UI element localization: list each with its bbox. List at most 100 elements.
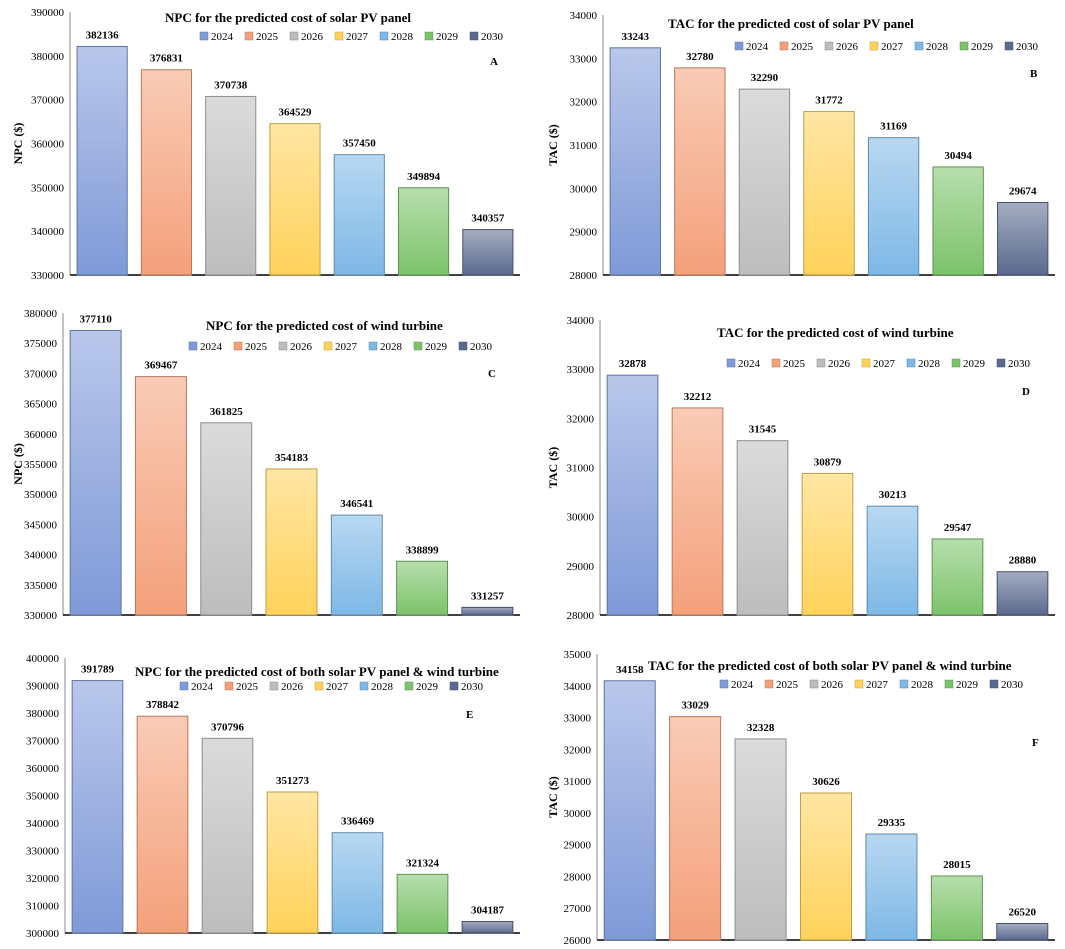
bar-2030 [996, 571, 1049, 616]
data-label-2028: 31169 [880, 121, 907, 133]
y-axis-label: TAC ($) [546, 124, 560, 165]
bar-2025 [671, 407, 724, 616]
legend-label-2030: 2030 [1001, 679, 1024, 691]
legend-swatch-2024 [188, 341, 198, 351]
legend-swatch-2028 [906, 358, 916, 368]
chart-panel-b: 28000 29000 30000 31000 32000 33000 34000 TAC (… [546, 10, 1055, 282]
data-label-2027: 30626 [812, 776, 840, 788]
legend-label-2029: 2029 [436, 31, 459, 43]
data-label-2026: 32328 [747, 722, 775, 734]
bar-2028 [865, 833, 918, 941]
bar-2028 [333, 154, 385, 276]
bar-2028 [867, 137, 920, 276]
chart-title: TAC for the predicted cost of solar PV p… [668, 16, 914, 31]
data-label-2026: 31545 [749, 424, 777, 436]
legend-swatch-2029 [959, 41, 969, 51]
bar-2027 [799, 792, 853, 941]
y-tick-label: 30000 [564, 808, 592, 820]
bar-2024 [606, 374, 659, 616]
bar-2027 [803, 111, 855, 276]
legend-swatch-2024 [179, 681, 189, 691]
legend-label-2030: 2030 [1016, 41, 1039, 53]
legend-swatch-2028 [899, 679, 909, 689]
panel-letter: F [1032, 737, 1039, 749]
y-tick-label: 26000 [564, 935, 592, 947]
bar-2024 [76, 45, 128, 276]
legend-swatch-2030 [996, 358, 1006, 368]
y-tick-label: 28000 [564, 871, 592, 883]
legend-swatch-2026 [269, 681, 279, 691]
legend-swatch-2024 [726, 358, 736, 368]
data-label-2026: 361825 [210, 406, 244, 418]
bar-2026 [738, 88, 791, 276]
legend-label-2024: 2024 [200, 341, 223, 353]
legend-swatch-2028 [368, 341, 378, 351]
data-label-2030: 304187 [471, 904, 505, 916]
legend-label-2026: 2026 [301, 31, 324, 43]
legend-swatch-2026 [278, 341, 288, 351]
y-tick-label: 29000 [570, 227, 598, 239]
y-tick-label: 360000 [31, 139, 65, 151]
bar-2030 [996, 922, 1049, 941]
y-tick-label: 29000 [564, 840, 592, 852]
y-tick-label: 330000 [24, 610, 58, 622]
legend-swatch-2030 [989, 679, 999, 689]
legend-swatch-2025 [244, 31, 254, 41]
y-tick-label: 300000 [26, 928, 60, 940]
data-label-2024: 391789 [81, 664, 115, 676]
y-tick-label: 340000 [31, 226, 65, 238]
bar-2029 [396, 873, 449, 934]
data-label-2027: 30879 [814, 456, 842, 468]
bar-2026 [736, 440, 789, 616]
bar-2024 [71, 680, 124, 934]
panel-letter: D [1022, 386, 1030, 398]
y-axis-label: TAC ($) [546, 447, 560, 488]
bar-2024 [69, 329, 122, 616]
legend-label-2026: 2026 [828, 358, 851, 370]
y-tick-label: 33000 [570, 53, 598, 65]
y-tick-label: 340000 [26, 818, 60, 830]
legend-label-2026: 2026 [836, 41, 859, 53]
data-label-2030: 331257 [471, 590, 505, 602]
bar-2030 [997, 201, 1049, 276]
bar-2027 [801, 472, 854, 616]
legend-label-2028: 2028 [926, 41, 949, 53]
legend-swatch-2030 [449, 681, 459, 691]
y-tick-label: 310000 [26, 901, 60, 913]
bar-2025 [669, 716, 722, 941]
bar-2026 [201, 737, 254, 934]
legend-swatch-2024 [719, 679, 729, 689]
data-label-2030: 340357 [471, 213, 505, 225]
y-tick-label: 350000 [26, 791, 60, 803]
y-axis-label: TAC ($) [546, 776, 560, 817]
bar-2030 [462, 229, 514, 276]
y-axis-label: NPC ($) [11, 443, 25, 485]
data-label-2024: 32878 [619, 358, 647, 370]
legend-label-2024: 2024 [211, 31, 234, 43]
bar-2024 [603, 680, 656, 941]
legend-label-2026: 2026 [290, 341, 313, 353]
legend-label-2024: 2024 [738, 358, 761, 370]
legend-label-2025: 2025 [236, 681, 259, 693]
data-label-2027: 364529 [279, 107, 313, 119]
legend-swatch-2024 [734, 41, 744, 51]
y-tick-label: 370000 [24, 368, 58, 380]
data-label-2029: 338899 [406, 544, 440, 556]
data-label-2025: 369467 [144, 360, 178, 372]
legend-label-2030: 2030 [481, 31, 504, 43]
y-tick-label: 32000 [567, 413, 595, 425]
legend-label-2030: 2030 [470, 341, 493, 353]
chart-title: NPC for the predicted cost of wind turbi… [206, 318, 443, 333]
y-tick-label: 330000 [26, 846, 60, 858]
data-label-2025: 376831 [150, 53, 183, 65]
chart-title: NPC for the predicted cost of both solar… [135, 664, 499, 679]
y-tick-label: 29000 [567, 561, 595, 573]
legend-label-2027: 2027 [866, 679, 889, 691]
data-label-2027: 354183 [275, 452, 309, 464]
y-tick-label: 33000 [564, 713, 592, 725]
legend-label-2029: 2029 [963, 358, 986, 370]
chart-panel-d: 28000 29000 30000 31000 32000 33000 34000 TAC (… [546, 315, 1055, 622]
legend-label-2027: 2027 [346, 31, 369, 43]
bar-2029 [932, 166, 984, 276]
